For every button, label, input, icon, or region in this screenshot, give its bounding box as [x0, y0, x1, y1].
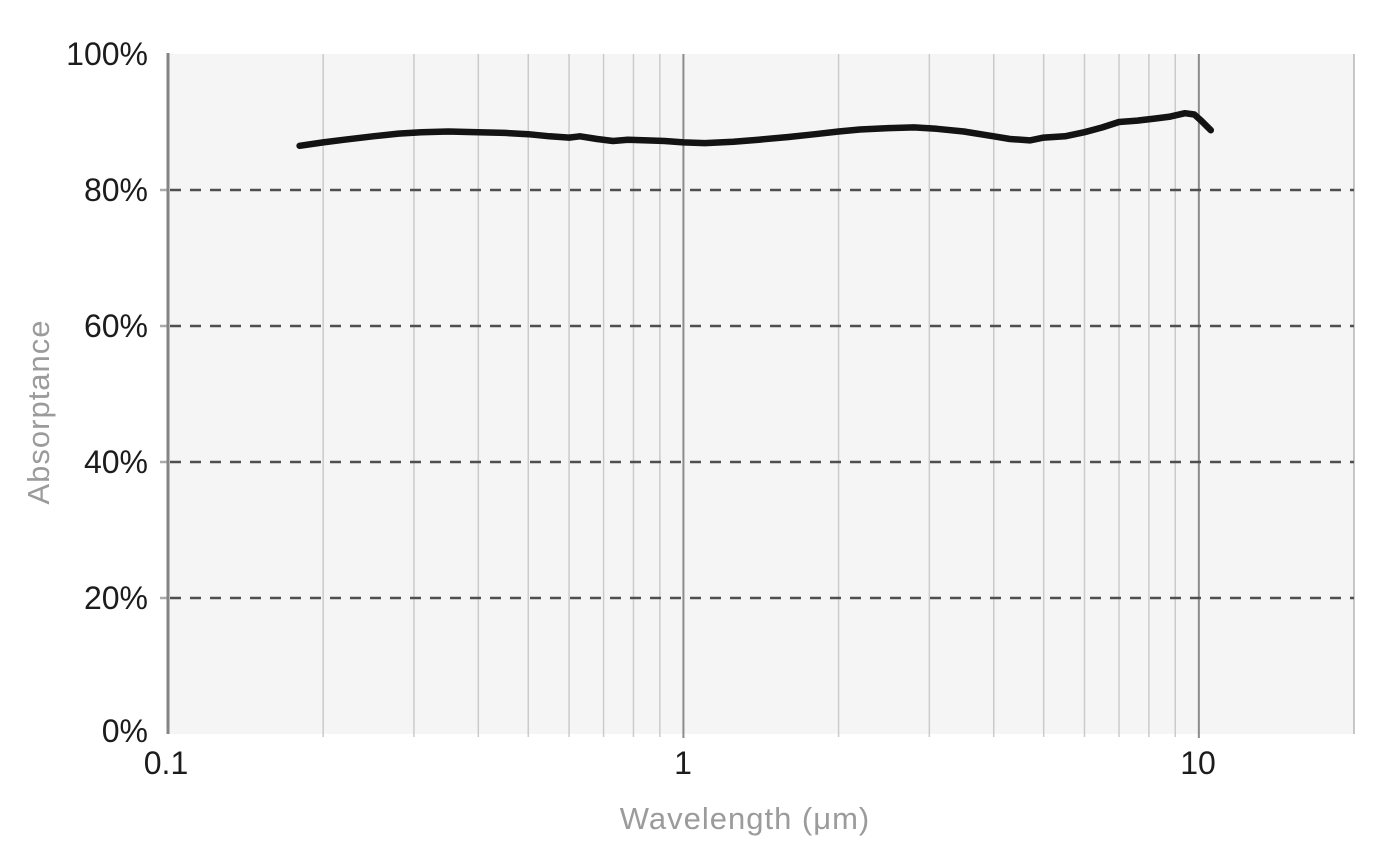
y-tick-label-100: 100%	[66, 36, 148, 72]
y-tick-label-40: 40%	[83, 444, 148, 480]
y-tick-label-60: 60%	[83, 308, 148, 344]
y-axis-title: Absorptance	[21, 319, 56, 505]
y-tick-label-0: 0%	[101, 713, 148, 749]
y-tick-label-80: 80%	[83, 172, 148, 208]
plot-area	[168, 54, 1354, 734]
series-line-absorptance	[296, 109, 1215, 150]
x-axis-title: Wavelength (μm)	[619, 801, 871, 836]
x-tick-label-1: 1	[674, 745, 692, 781]
x-tick-label-0p1: 0.1	[143, 745, 189, 781]
y-tick-label-20: 20%	[83, 580, 148, 616]
x-tick-label-10: 10	[1180, 745, 1216, 781]
